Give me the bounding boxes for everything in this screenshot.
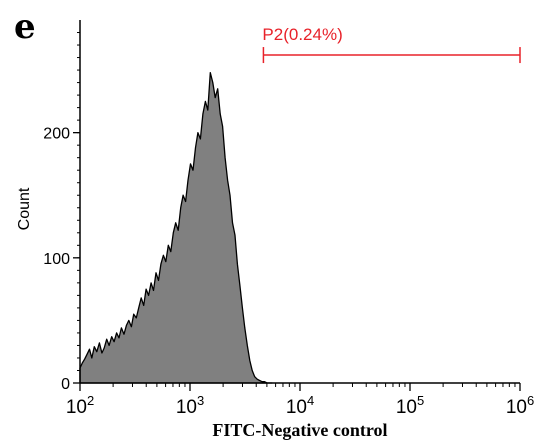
histogram-series-0 [79, 71, 273, 384]
x-tick-label: 105 [396, 393, 424, 418]
plot-area [77, 20, 520, 387]
x-tick-label: 104 [286, 393, 314, 418]
panel-letter: e [14, 7, 36, 47]
gate-label: P2(0.24%) [262, 25, 342, 44]
x-axis-ticks: 102 103 104 105 106 [66, 383, 534, 418]
x-tick-label: 103 [176, 393, 204, 418]
gate-p2[interactable]: P2(0.24%) [262, 25, 521, 64]
y-tick-label: 100 [43, 251, 70, 268]
y-axis-ticks: 0 100 200 [43, 126, 80, 393]
x-tick-label: 102 [66, 393, 94, 418]
y-axis-label: Count [16, 187, 33, 230]
x-axis-label: FITC-Negative control [212, 420, 387, 440]
y-tick-label: 0 [61, 376, 70, 393]
y-tick-label: 200 [43, 126, 70, 143]
x-tick-label: 106 [506, 393, 534, 418]
